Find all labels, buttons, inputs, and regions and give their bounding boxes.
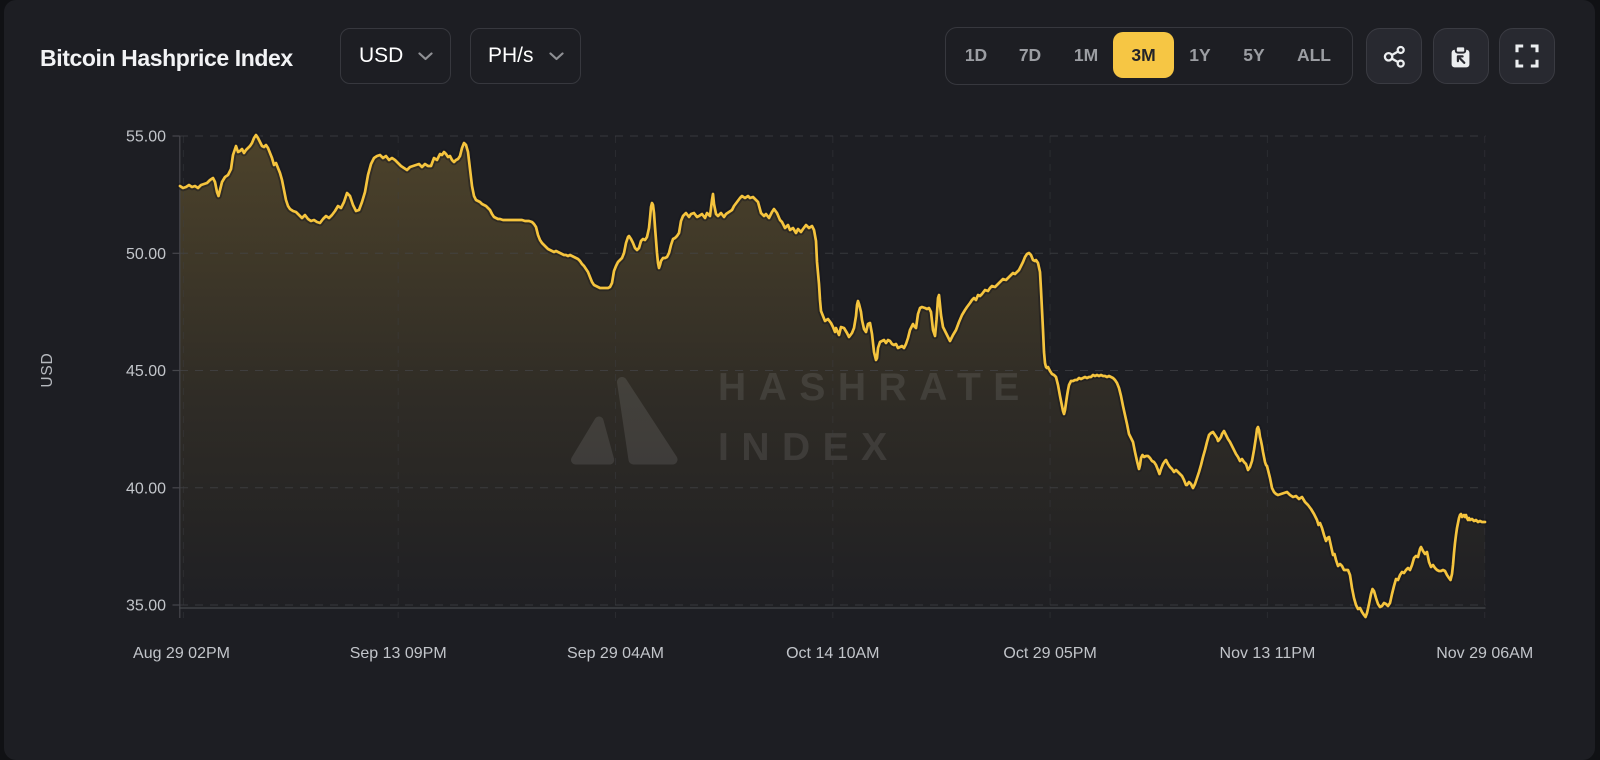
- svg-text:45.00: 45.00: [126, 363, 166, 380]
- svg-text:USD: USD: [39, 352, 56, 387]
- svg-text:40.00: 40.00: [126, 480, 166, 497]
- svg-text:Nov 29 06AM: Nov 29 06AM: [1436, 645, 1533, 662]
- svg-text:HASHRATE: HASHRATE: [718, 366, 1032, 409]
- svg-text:50.00: 50.00: [126, 246, 166, 263]
- svg-text:Sep 29 04AM: Sep 29 04AM: [567, 645, 664, 662]
- svg-text:Aug 29 02PM: Aug 29 02PM: [133, 645, 230, 662]
- svg-text:Nov 13 11PM: Nov 13 11PM: [1220, 645, 1316, 662]
- svg-text:35.00: 35.00: [126, 598, 166, 615]
- svg-text:Oct 29 05PM: Oct 29 05PM: [1003, 645, 1096, 662]
- svg-text:Sep 13 09PM: Sep 13 09PM: [350, 645, 447, 662]
- svg-text:Oct 14 10AM: Oct 14 10AM: [786, 645, 879, 662]
- svg-text:55.00: 55.00: [126, 129, 166, 146]
- svg-text:INDEX: INDEX: [718, 426, 900, 469]
